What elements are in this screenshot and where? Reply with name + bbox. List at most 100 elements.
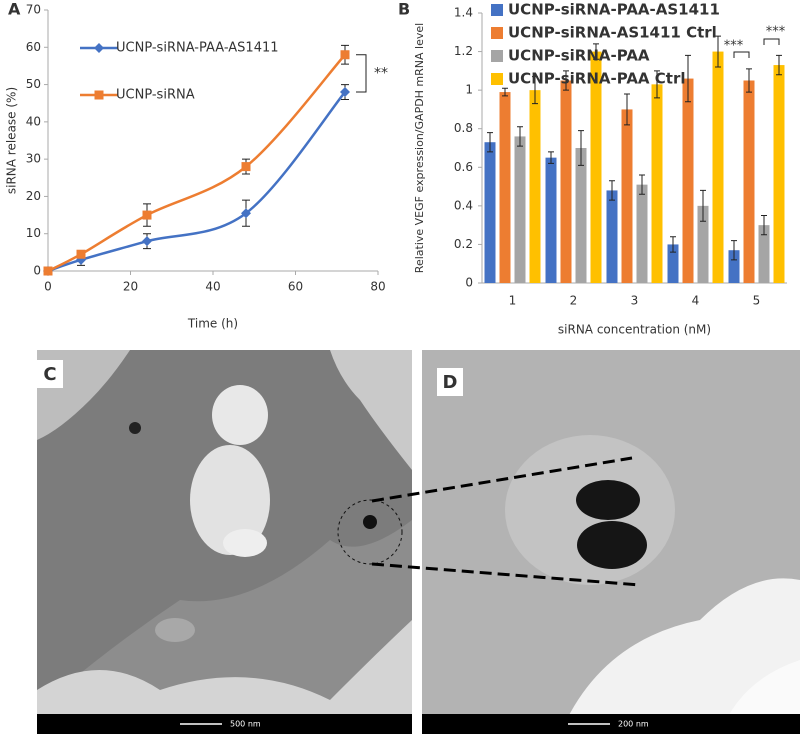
panel-label: A bbox=[8, 0, 21, 19]
x-tick-label: 60 bbox=[288, 280, 303, 294]
error-bar bbox=[532, 76, 538, 105]
error-bar bbox=[548, 151, 554, 164]
bar bbox=[682, 78, 694, 283]
bar bbox=[636, 184, 648, 283]
legend-marker bbox=[94, 90, 104, 100]
x-tick-label: 3 bbox=[631, 294, 639, 308]
bar bbox=[606, 190, 618, 283]
x-tick-label: 1 bbox=[509, 294, 517, 308]
y-tick-label: 0.4 bbox=[454, 198, 473, 212]
x-tick-label: 80 bbox=[370, 280, 385, 294]
bar bbox=[712, 51, 724, 284]
series-line bbox=[47, 91, 346, 273]
marker bbox=[142, 236, 152, 247]
y-tick-label: 20 bbox=[26, 189, 41, 203]
error-bar bbox=[639, 174, 645, 195]
error-bar bbox=[563, 70, 569, 91]
error-bar bbox=[578, 130, 584, 166]
y-tick-label: 1.4 bbox=[454, 6, 473, 20]
error-bar bbox=[517, 126, 523, 147]
scale-bar-label: 500 nm bbox=[230, 720, 261, 729]
bar bbox=[697, 205, 709, 283]
legend-label: UCNP-siRNA-PAA Ctrl bbox=[508, 70, 685, 88]
legend-label: UCNP-siRNA-PAA-AS1411 bbox=[508, 1, 720, 19]
x-axis-label: siRNA concentration (nM) bbox=[558, 323, 711, 337]
y-tick-label: 0 bbox=[33, 264, 41, 278]
annotation: *** bbox=[724, 39, 744, 54]
panel-label: C bbox=[43, 364, 56, 385]
panel-label: D bbox=[443, 372, 458, 393]
bar bbox=[728, 250, 740, 283]
y-tick-label: 30 bbox=[26, 152, 41, 166]
y-tick-label: 0.2 bbox=[454, 237, 473, 251]
marker bbox=[43, 266, 53, 276]
bar bbox=[545, 157, 557, 283]
y-tick-label: 70 bbox=[26, 3, 41, 17]
legend-label: UCNP-siRNA-PAA bbox=[508, 47, 650, 65]
x-axis-label: Time (h) bbox=[187, 317, 238, 331]
bracket bbox=[763, 38, 780, 45]
y-tick-label: 0.6 bbox=[454, 160, 473, 174]
x-tick-label: 2 bbox=[570, 294, 578, 308]
marker bbox=[241, 162, 251, 172]
legend-label: UCNP-siRNA bbox=[116, 88, 195, 103]
bar bbox=[773, 65, 785, 283]
y-axis-label: Relative VEGF expression/GAPDH mRNA leve… bbox=[413, 23, 426, 273]
legend-swatch bbox=[491, 73, 503, 85]
marker bbox=[142, 210, 152, 220]
error-bar bbox=[624, 93, 630, 126]
error-bar bbox=[776, 54, 782, 76]
error-bar bbox=[731, 240, 737, 261]
x-tick-label: 5 bbox=[753, 294, 761, 308]
error-bar bbox=[715, 35, 721, 68]
error-bar bbox=[761, 215, 767, 236]
bar bbox=[590, 51, 602, 284]
error-bar bbox=[654, 70, 660, 99]
bracket bbox=[356, 54, 367, 93]
bar bbox=[499, 92, 511, 283]
legend-label: UCNP-siRNA-AS1411 Ctrl bbox=[508, 24, 717, 42]
error-bar bbox=[670, 236, 676, 253]
y-tick-label: 1.2 bbox=[454, 44, 473, 58]
bar bbox=[529, 90, 541, 284]
y-tick-label: 60 bbox=[26, 40, 41, 54]
bar bbox=[621, 109, 633, 283]
y-tick-label: 50 bbox=[26, 77, 41, 91]
annotation: ** bbox=[374, 65, 388, 81]
y-axis-label: siRNA release (%) bbox=[5, 87, 19, 194]
bar bbox=[667, 244, 679, 283]
error-bar bbox=[593, 43, 599, 60]
marker bbox=[76, 249, 86, 259]
bar bbox=[651, 84, 663, 283]
marker bbox=[241, 208, 251, 219]
error-bar bbox=[609, 180, 615, 201]
error-bar bbox=[487, 132, 493, 153]
y-tick-label: 0 bbox=[465, 276, 473, 290]
marker bbox=[340, 87, 350, 98]
x-tick-label: 40 bbox=[205, 280, 220, 294]
marker bbox=[340, 50, 350, 60]
error-bar bbox=[700, 189, 706, 222]
micrograph-c: 500 nm C bbox=[37, 350, 412, 734]
bar bbox=[484, 142, 496, 283]
x-tick-label: 20 bbox=[123, 280, 138, 294]
bar bbox=[758, 225, 770, 283]
bar bbox=[575, 148, 587, 283]
error-bar bbox=[746, 68, 752, 93]
panel-label: B bbox=[398, 0, 410, 19]
y-tick-label: 40 bbox=[26, 114, 41, 128]
y-tick-label: 1 bbox=[465, 83, 473, 97]
scale-bar-label: 200 nm bbox=[618, 720, 649, 729]
x-tick-label: 4 bbox=[692, 294, 700, 308]
bar bbox=[560, 80, 572, 283]
series-line bbox=[47, 53, 346, 273]
legend-label: UCNP-siRNA-PAA-AS1411 bbox=[116, 41, 279, 56]
legend-swatch bbox=[491, 4, 503, 16]
micrograph-d: 200 nm D bbox=[422, 350, 800, 734]
zoom-line bbox=[371, 456, 633, 503]
x-tick-label: 0 bbox=[44, 280, 52, 294]
annotation: *** bbox=[766, 25, 786, 40]
legend-swatch bbox=[491, 27, 503, 39]
error-bar bbox=[502, 87, 508, 97]
